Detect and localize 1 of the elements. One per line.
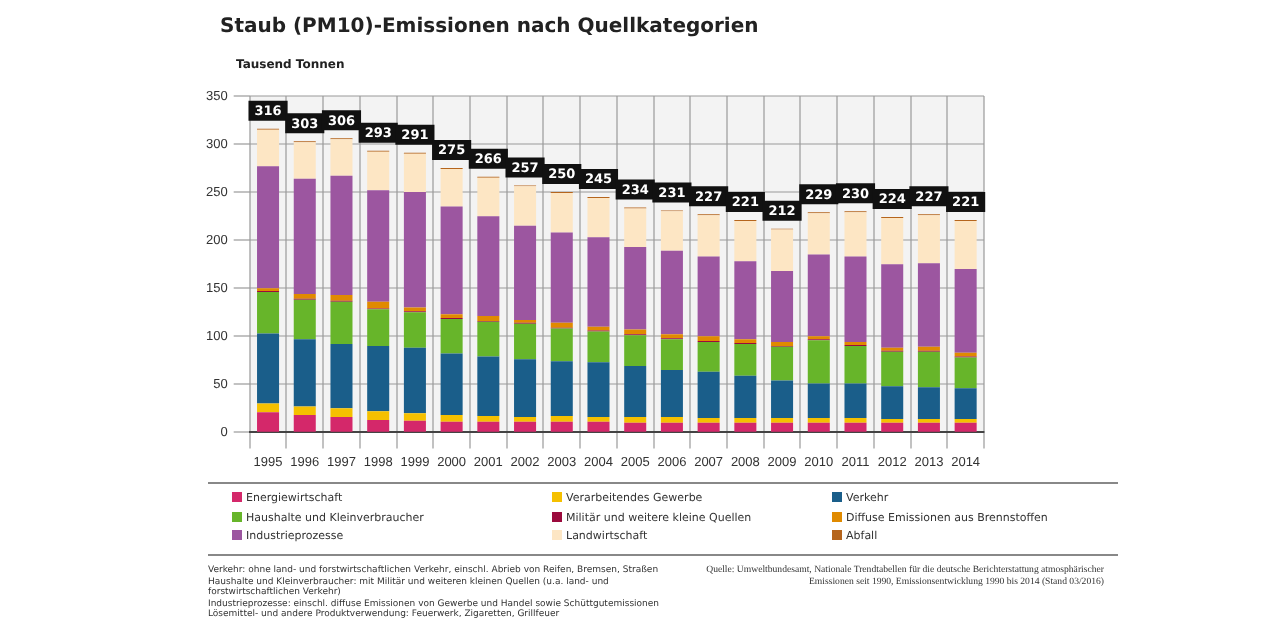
chart-title: Staub (PM10)-Emissionen nach Quellkategorien [220,16,759,38]
